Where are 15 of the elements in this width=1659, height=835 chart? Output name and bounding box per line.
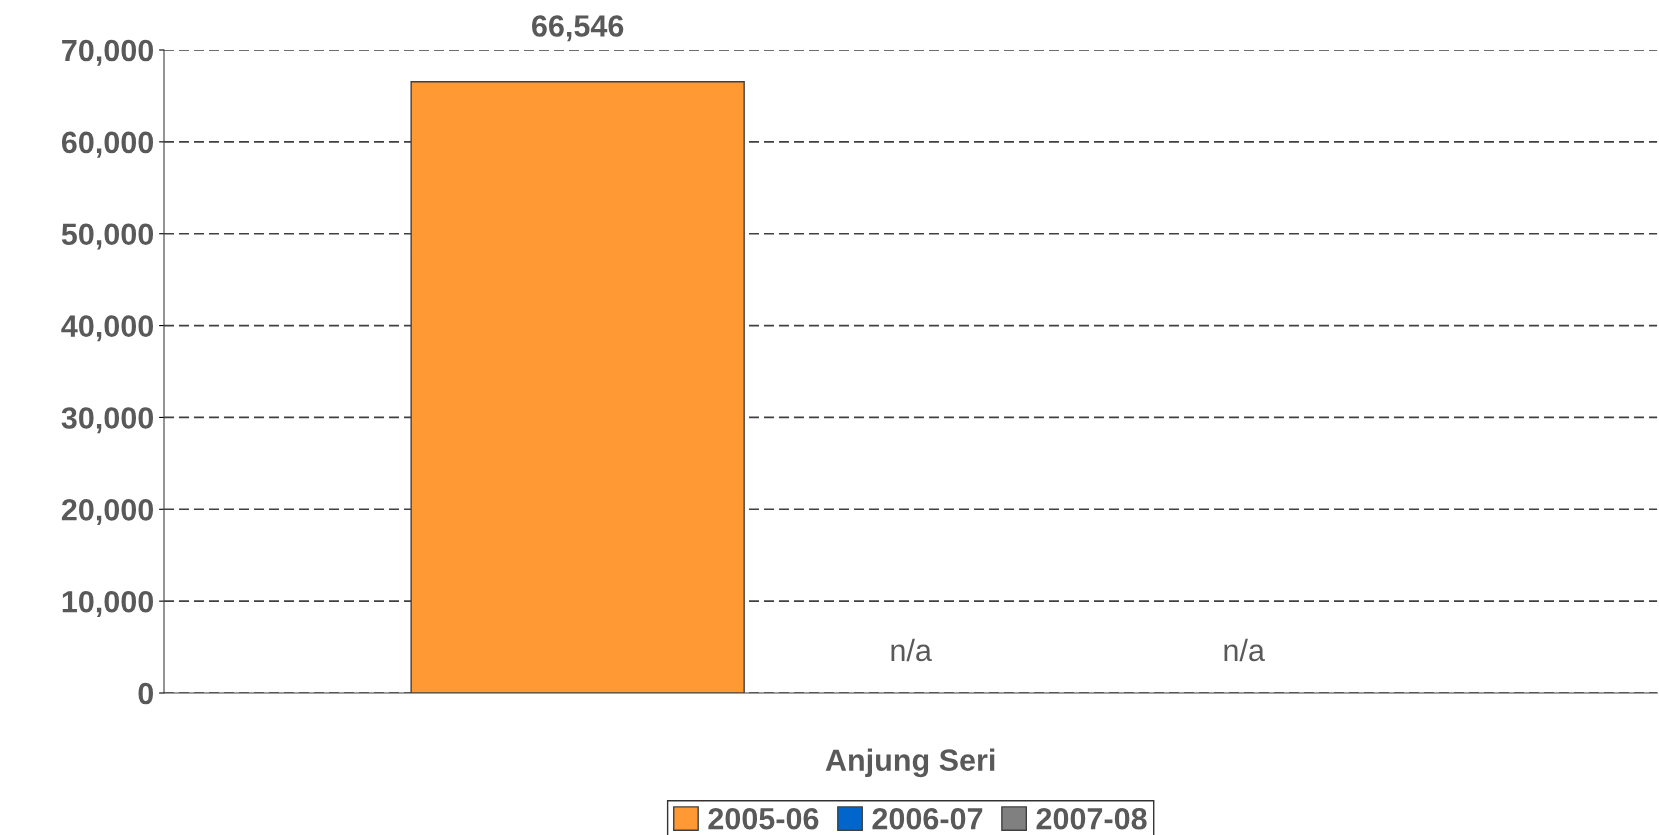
- y-tick-label: 30,000: [61, 407, 154, 434]
- y-tick-label: 50,000: [61, 223, 154, 250]
- legend-label: 2006-07: [872, 807, 983, 830]
- y-tick-label: 70,000: [62, 39, 154, 66]
- y-tick-label: 10,000: [62, 590, 154, 617]
- y-tick-label: 60,000: [61, 131, 154, 158]
- x-tick-label: Anjung Seri: [825, 748, 995, 778]
- data-label: 66,546: [532, 15, 624, 42]
- text: n/a: [1224, 638, 1265, 662]
- y-tick-label: 0: [138, 682, 154, 705]
- y-tick-label: 20,000: [61, 499, 154, 526]
- legend-label: 2007-08: [1036, 807, 1147, 830]
- legend-label: 2005-06: [708, 807, 819, 830]
- y-tick-label: 40,000: [61, 315, 154, 342]
- text: n/a: [891, 638, 932, 662]
